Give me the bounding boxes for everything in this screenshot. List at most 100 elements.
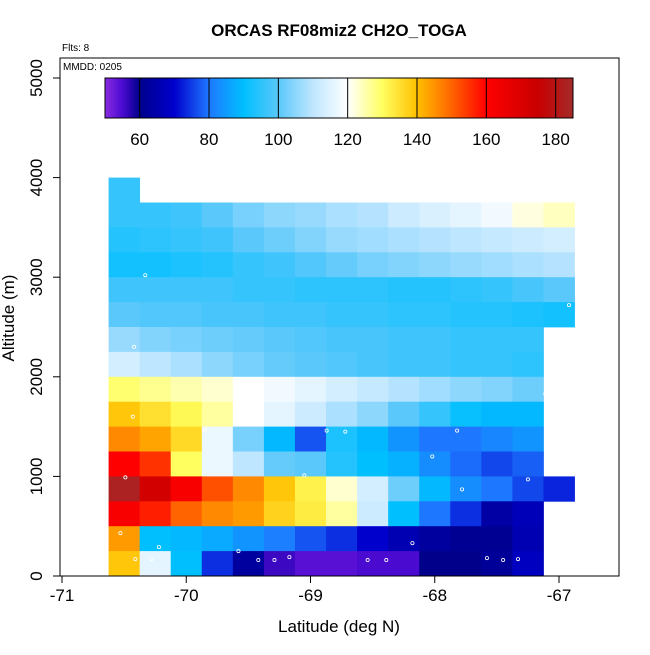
- heatmap-cell: [232, 551, 265, 577]
- heatmap-cell: [326, 277, 358, 303]
- heatmap-cell: [201, 302, 234, 328]
- heatmap-cell: [201, 501, 234, 527]
- heatmap-cell: [357, 351, 389, 378]
- heatmap-cell: [108, 401, 141, 427]
- heatmap-cell: [357, 401, 389, 427]
- heatmap-cell: [450, 277, 482, 303]
- sample-point: [343, 429, 348, 434]
- heatmap-cell: [388, 202, 420, 228]
- heatmap-cell: [481, 351, 513, 378]
- heatmap-cell: [450, 476, 482, 502]
- heatmap-cell: [294, 526, 327, 552]
- heatmap-cell: [326, 327, 358, 353]
- heatmap-cell: [481, 526, 513, 552]
- heatmap-cell: [108, 327, 141, 353]
- heatmap-cell: [543, 252, 575, 278]
- sample-point: [256, 558, 261, 563]
- sample-point: [365, 558, 370, 563]
- heatmap-cell: [201, 277, 234, 303]
- y-axis-label: Altitude (m): [0, 275, 18, 362]
- heatmap-cell: [357, 526, 389, 552]
- heatmap-cell: [450, 426, 482, 452]
- heatmap-cell: [357, 501, 389, 527]
- heatmap-cell: [326, 501, 358, 527]
- heatmap-cell: [294, 351, 327, 378]
- heatmap-cell: [419, 401, 451, 427]
- heatmap-cell: [481, 476, 513, 502]
- heatmap-cell: [294, 476, 327, 502]
- sample-point: [525, 477, 530, 482]
- x-tick-label: -68: [422, 586, 447, 605]
- heatmap-cell: [450, 401, 482, 427]
- heatmap-cell: [543, 202, 575, 228]
- heatmap-cell: [294, 551, 327, 577]
- heatmap-cell: [419, 526, 451, 552]
- heatmap-cell: [108, 252, 141, 278]
- heatmap-cell: [201, 526, 234, 552]
- heatmap-cell: [263, 426, 296, 452]
- heatmap-cell: [357, 302, 389, 328]
- heatmap-cell: [263, 302, 296, 328]
- sample-point: [149, 557, 154, 562]
- sample-point: [484, 556, 489, 561]
- heatmap-cell: [263, 551, 296, 577]
- heatmap-cell: [139, 476, 172, 502]
- sample-point: [460, 487, 465, 492]
- sample-point: [130, 414, 135, 419]
- heatmap-cell: [419, 376, 451, 403]
- heatmap-cell: [232, 476, 265, 502]
- heatmap-cell: [512, 252, 544, 278]
- heatmap-cell: [326, 476, 358, 502]
- heatmap-cell: [263, 401, 296, 427]
- heatmap-cell: [108, 526, 141, 552]
- heatmap-cell: [294, 451, 327, 477]
- sample-point: [384, 558, 389, 563]
- heatmap-cell: [201, 426, 234, 452]
- heatmap-cell: [139, 302, 172, 328]
- heatmap-cell: [450, 526, 482, 552]
- heatmap-cell: [170, 551, 203, 577]
- heatmap-cell: [512, 202, 544, 228]
- heatmap-cell: [294, 327, 327, 353]
- heatmap-cell: [326, 376, 358, 403]
- heatmap-cell: [512, 426, 544, 452]
- heatmap-cells: [108, 177, 575, 577]
- heatmap-cell: [139, 551, 172, 577]
- heatmap-cell: [170, 202, 203, 228]
- heatmap-cell: [201, 401, 234, 427]
- sample-point: [501, 558, 506, 563]
- y-tick-label: 5000: [27, 59, 46, 97]
- y-tick-label: 0: [27, 571, 46, 580]
- heatmap-cell: [170, 351, 203, 378]
- heatmap-cell: [481, 302, 513, 328]
- sample-point: [123, 475, 128, 480]
- heatmap-cell: [326, 302, 358, 328]
- heatmap-cell: [108, 551, 141, 577]
- colorbar-tick-label: 180: [541, 130, 569, 149]
- y-axis: 0 1000 2000 3000 4000 5000: [27, 59, 60, 581]
- heatmap-cell: [481, 202, 513, 228]
- heatmap-cell: [170, 302, 203, 328]
- y-tick-label: 3000: [27, 258, 46, 296]
- flights-label: Flts: 8: [62, 43, 90, 54]
- colorbar-tick-label: 100: [264, 130, 292, 149]
- heatmap-cell: [512, 401, 544, 427]
- heatmap-cell: [450, 551, 482, 577]
- heatmap-cell: [419, 501, 451, 527]
- colorbar-tick-label: 60: [130, 130, 149, 149]
- heatmap-cell: [357, 252, 389, 278]
- heatmap-cell: [326, 451, 358, 477]
- heatmap-cell: [357, 376, 389, 403]
- heatmap-cell: [139, 327, 172, 353]
- heatmap-cell: [543, 227, 575, 253]
- heatmap-cell: [481, 277, 513, 303]
- heatmap-cell: [139, 227, 172, 253]
- heatmap-cell: [232, 302, 265, 328]
- heatmap-cell: [263, 351, 296, 378]
- colorbar: 60 80 100 120 140 160 180: [104, 77, 574, 149]
- heatmap-cell: [263, 451, 296, 477]
- heatmap-cell: [201, 376, 234, 403]
- colorbar-tick-label: 140: [403, 130, 431, 149]
- heatmap-cell: [419, 252, 451, 278]
